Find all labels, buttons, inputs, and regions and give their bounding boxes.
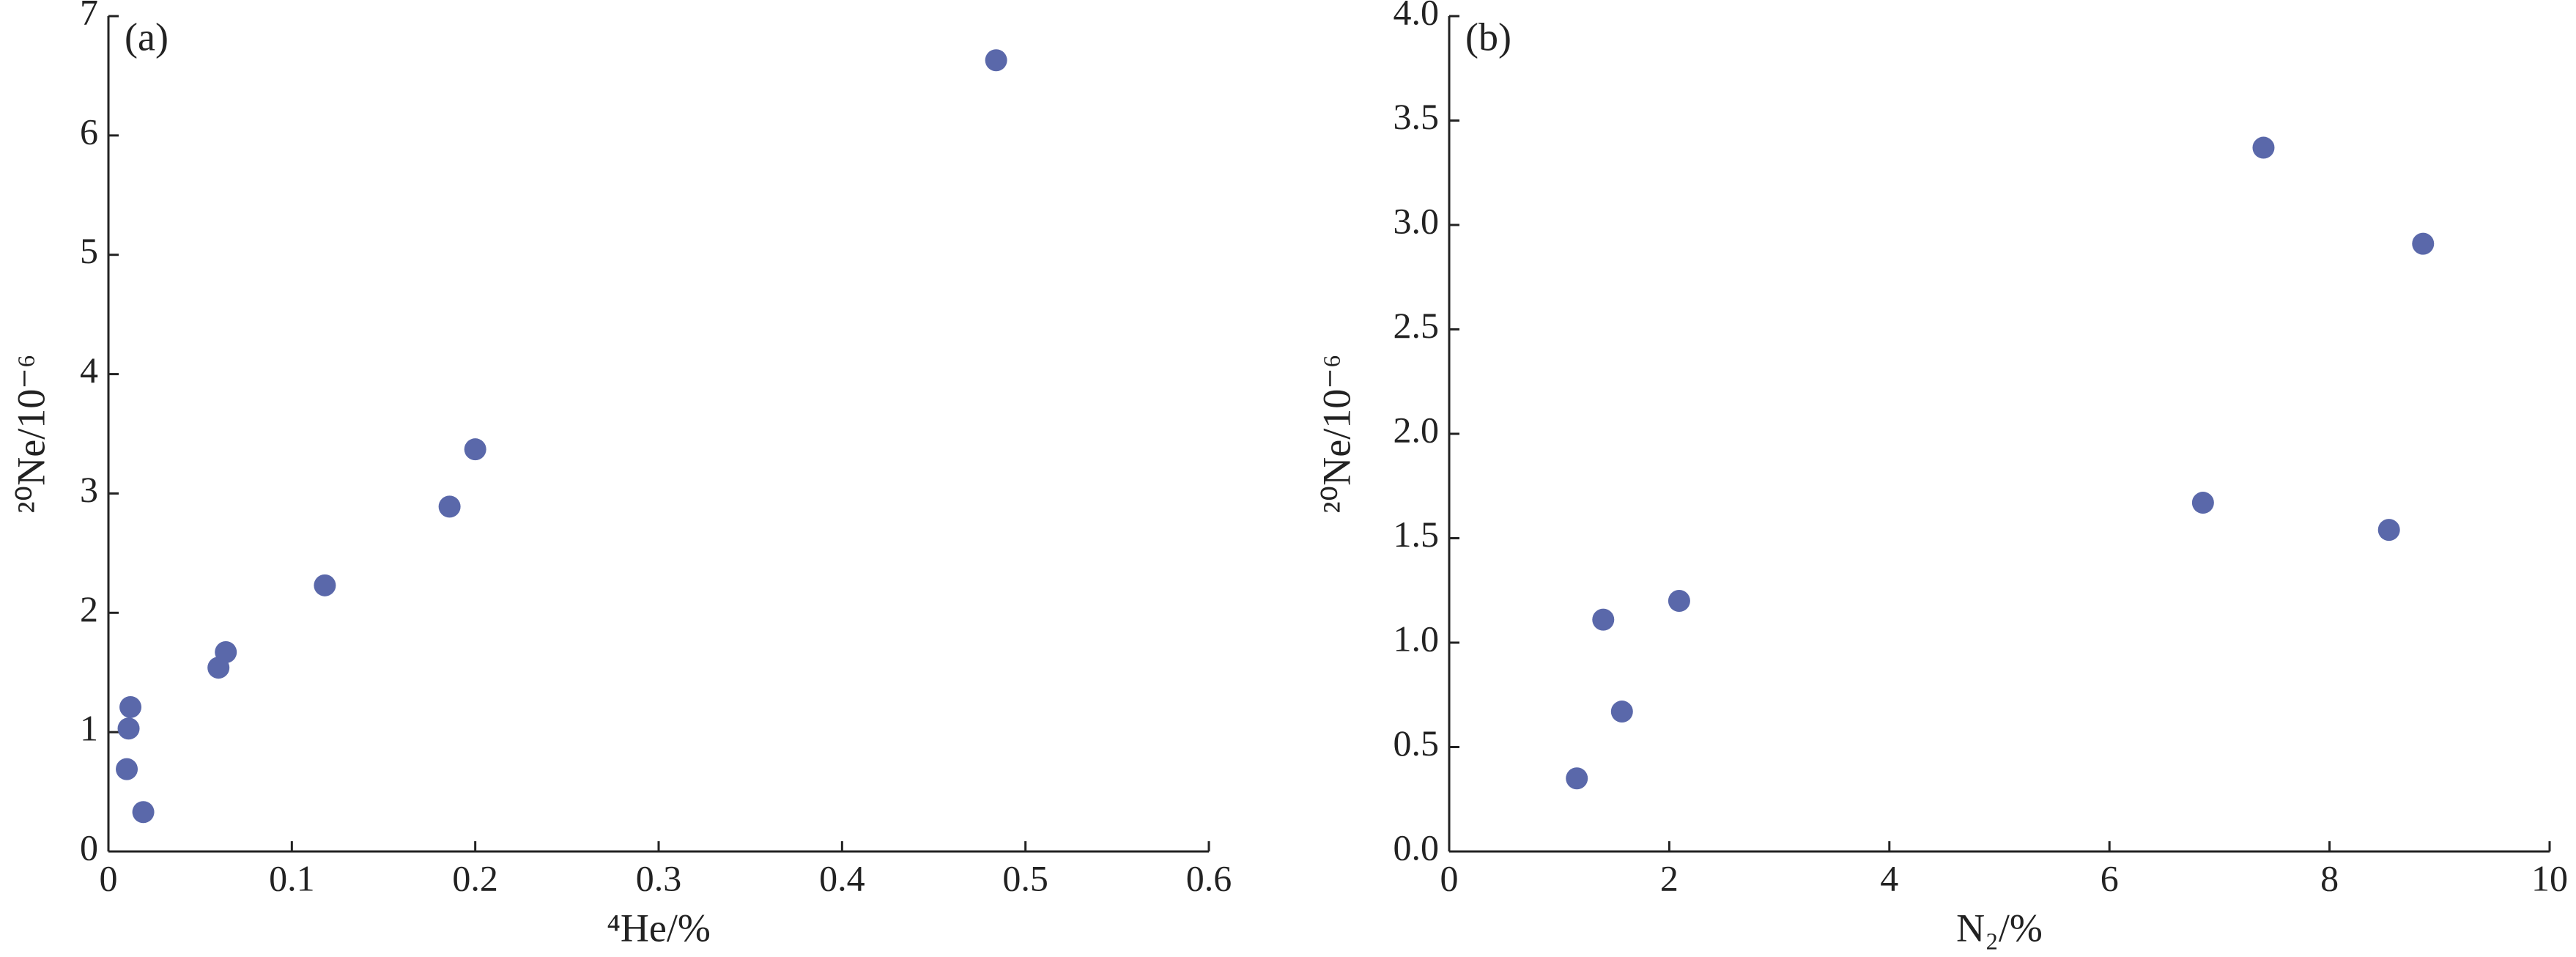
- point: [464, 438, 486, 461]
- x-axis-label: ⁴He/%: [607, 906, 711, 950]
- point: [132, 801, 155, 824]
- y-tick-label: 0.5: [1394, 723, 1440, 764]
- y-tick-label: 2.0: [1394, 409, 1440, 450]
- point: [1566, 767, 1588, 790]
- point: [985, 49, 1007, 72]
- y-tick-label: 4: [80, 350, 98, 391]
- point: [1610, 701, 1633, 723]
- point: [116, 758, 138, 780]
- x-tick-label: 0: [100, 857, 118, 898]
- y-tick-label: 1: [80, 708, 98, 749]
- point: [314, 574, 336, 596]
- point: [119, 695, 142, 718]
- x-tick-label: 0.6: [1186, 857, 1232, 898]
- y-tick-label: 0: [80, 827, 98, 868]
- x-tick-label: 0.4: [819, 857, 865, 898]
- y-tick-label: 1.5: [1394, 514, 1440, 555]
- y-tick-label: 6: [80, 111, 98, 152]
- panel-label: (a): [125, 15, 169, 59]
- y-tick-label: 5: [80, 230, 98, 271]
- x-tick-label: 6: [2101, 857, 2119, 898]
- y-tick-label: 3.5: [1394, 96, 1440, 137]
- y-axis-label: ²⁰Ne/10⁻⁶: [1314, 354, 1358, 513]
- point: [2412, 232, 2435, 255]
- x-tick-label: 8: [2320, 857, 2339, 898]
- x-tick-label: 0.3: [636, 857, 682, 898]
- point: [2252, 136, 2275, 159]
- y-tick-label: 0.0: [1394, 827, 1440, 868]
- y-tick-label: 1.0: [1394, 618, 1440, 659]
- x-tick-label: 10: [2531, 857, 2568, 898]
- point: [207, 657, 230, 679]
- y-tick-label: 2.5: [1394, 305, 1440, 346]
- point: [1592, 608, 1615, 631]
- y-axis-label: ²⁰Ne/10⁻⁶: [9, 354, 53, 513]
- point: [2377, 519, 2400, 542]
- point: [2191, 492, 2214, 514]
- x-axis-label: N₂/%: [1956, 906, 2043, 950]
- y-tick-label: 3: [80, 469, 98, 510]
- x-tick-label: 4: [1880, 857, 1898, 898]
- y-tick-label: 3.0: [1394, 200, 1440, 241]
- x-tick-label: 0.1: [269, 857, 315, 898]
- y-tick-label: 4.0: [1394, 0, 1440, 32]
- x-tick-label: 0.5: [1002, 857, 1048, 898]
- point: [117, 717, 140, 740]
- point: [438, 495, 461, 518]
- panel-label: (b): [1465, 15, 1511, 59]
- y-tick-label: 2: [80, 588, 98, 629]
- x-tick-label: 2: [1660, 857, 1679, 898]
- point: [1668, 590, 1690, 612]
- x-tick-label: 0: [1440, 857, 1459, 898]
- y-tick-label: 7: [80, 0, 98, 32]
- x-tick-label: 0.2: [452, 857, 498, 898]
